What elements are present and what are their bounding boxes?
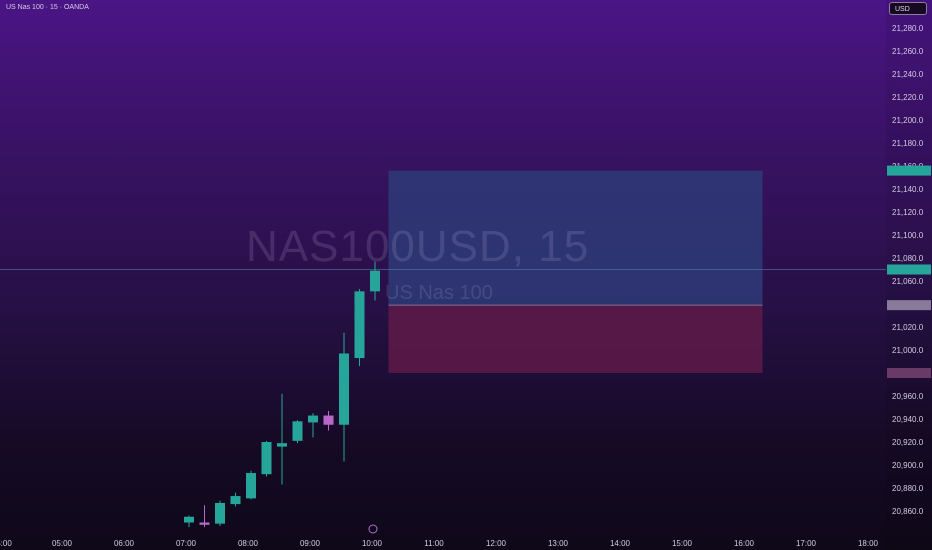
y-tick-label: 21,100.0 xyxy=(892,231,924,240)
y-tick-label: 21,000.0 xyxy=(892,346,924,355)
y-tick-label: 20,960.0 xyxy=(892,392,924,401)
watermark-name: US Nas 100 xyxy=(385,282,493,304)
event-icon[interactable] xyxy=(368,524,378,534)
y-tick-label: 20,880.0 xyxy=(892,484,924,493)
candle-body[interactable] xyxy=(261,442,272,475)
candle-body[interactable] xyxy=(215,502,225,524)
y-tick-label: 20,900.0 xyxy=(892,461,924,470)
candle-body[interactable] xyxy=(308,415,318,423)
x-tick-label: 12:00 xyxy=(486,539,507,548)
candle-body[interactable] xyxy=(339,353,349,425)
candle-body[interactable] xyxy=(184,516,194,523)
y-tick-label: 21,200.0 xyxy=(892,116,924,125)
candle-body[interactable] xyxy=(277,443,287,447)
x-tick-label: 10:00 xyxy=(362,539,383,548)
y-tick-label: 21,140.0 xyxy=(892,185,924,194)
y-tick-label: 21,180.0 xyxy=(892,139,924,148)
x-tick-label: 5:00 xyxy=(0,539,12,548)
x-tick-label: 16:00 xyxy=(734,539,755,548)
target-price-badge xyxy=(887,165,931,176)
y-tick-label: 21,060.0 xyxy=(892,277,924,286)
x-tick-label: 09:00 xyxy=(300,539,321,548)
x-tick-label: 05:00 xyxy=(52,539,73,548)
currency-badge[interactable]: USD xyxy=(889,2,927,15)
candle-body[interactable] xyxy=(230,496,241,505)
y-tick-label: 21,120.0 xyxy=(892,208,924,217)
candle-body[interactable] xyxy=(246,473,256,499)
price-axis-background[interactable] xyxy=(886,0,932,550)
x-tick-label: 06:00 xyxy=(114,539,135,548)
candle-body[interactable] xyxy=(370,270,380,292)
target-zone[interactable] xyxy=(388,170,763,306)
watermark-symbol: NAS100USD, 15 xyxy=(246,222,590,271)
x-tick-label: 07:00 xyxy=(176,539,197,548)
x-tick-label: 17:00 xyxy=(796,539,817,548)
stop-price-badge xyxy=(887,368,931,378)
y-tick-label: 21,020.0 xyxy=(892,323,924,332)
chart-header-title: US Nas 100 · 15 · OANDA xyxy=(6,4,89,11)
y-tick-label: 20,860.0 xyxy=(892,507,924,516)
current-price-badge xyxy=(887,264,931,275)
candle-body[interactable] xyxy=(354,291,365,359)
y-tick-label: 21,260.0 xyxy=(892,47,924,56)
stop-zone[interactable] xyxy=(388,305,763,373)
x-tick-label: 14:00 xyxy=(610,539,631,548)
x-tick-label: 08:00 xyxy=(238,539,259,548)
y-tick-label: 21,280.0 xyxy=(892,24,924,33)
entry-price-badge xyxy=(887,300,931,311)
y-tick-label: 21,220.0 xyxy=(892,93,924,102)
x-tick-label: 15:00 xyxy=(672,539,693,548)
candle-body[interactable] xyxy=(323,415,334,425)
candle-body[interactable] xyxy=(292,421,303,441)
x-tick-label: 11:00 xyxy=(424,539,444,548)
y-tick-label: 20,940.0 xyxy=(892,415,924,424)
y-tick-label: 21,080.0 xyxy=(892,254,924,263)
candle-body[interactable] xyxy=(199,522,210,525)
y-tick-label: 20,920.0 xyxy=(892,438,924,447)
x-tick-label: 18:00 xyxy=(858,539,879,548)
y-tick-label: 21,240.0 xyxy=(892,70,924,79)
x-tick-label: 13:00 xyxy=(548,539,569,548)
